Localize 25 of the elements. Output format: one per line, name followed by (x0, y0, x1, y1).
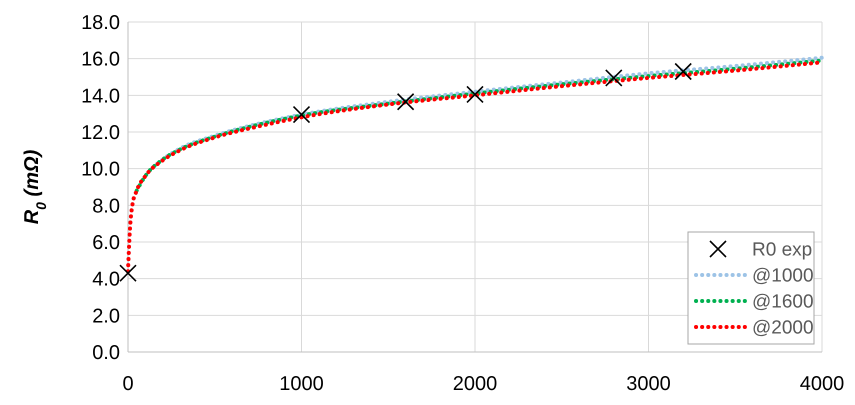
y-tick-label: 16.0 (81, 48, 120, 71)
legend-label: R0 exp (752, 240, 812, 261)
point (119, 264, 137, 282)
y-tick-label: 4.0 (92, 268, 120, 291)
x-tick-label: 2000 (452, 373, 498, 395)
point (605, 69, 623, 87)
y-tick-label: 14.0 (81, 85, 120, 108)
legend-label: @1000 (752, 266, 814, 287)
x-tick-label: 0 (122, 373, 134, 395)
y-tick-label: 10.0 (81, 158, 120, 181)
x-tick-label: 3000 (626, 373, 671, 395)
point (674, 62, 692, 80)
point (292, 106, 310, 124)
y-tick-label: 12.0 (81, 122, 120, 144)
x-tick-label: 4000 (800, 373, 844, 395)
point (466, 86, 484, 104)
legend-label: @2000 (752, 318, 814, 339)
y-tick-label: 6.0 (92, 232, 120, 254)
x-tick-label: 1000 (279, 373, 324, 395)
legend-label: @1600 (752, 292, 814, 313)
y-tick-label: 18.0 (81, 12, 120, 34)
y-tick-label: 2.0 (92, 305, 120, 328)
y-tick-label: 0.0 (92, 342, 120, 364)
y-tick-label: 8.0 (92, 195, 120, 218)
point (396, 92, 414, 111)
